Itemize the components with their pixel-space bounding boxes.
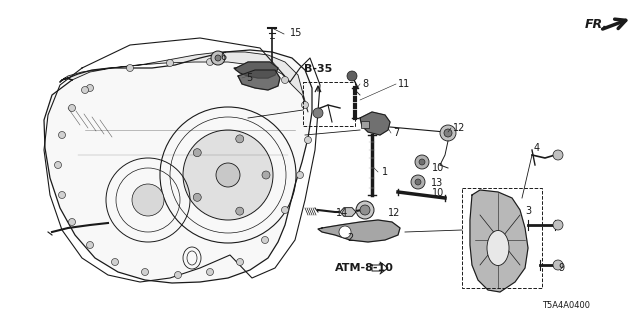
Text: 3: 3	[525, 206, 531, 216]
Polygon shape	[372, 262, 388, 274]
Polygon shape	[318, 220, 400, 242]
Circle shape	[553, 150, 563, 160]
Text: 10: 10	[432, 188, 444, 198]
FancyBboxPatch shape	[361, 121, 369, 128]
Circle shape	[347, 71, 357, 81]
Text: 13: 13	[431, 178, 444, 188]
Text: ATM-8-10: ATM-8-10	[335, 263, 394, 273]
Circle shape	[237, 259, 243, 266]
Circle shape	[215, 55, 221, 61]
Polygon shape	[340, 208, 356, 216]
Circle shape	[305, 137, 312, 143]
Text: 5: 5	[246, 73, 252, 83]
Polygon shape	[238, 70, 280, 90]
Text: 12: 12	[453, 123, 465, 133]
Polygon shape	[360, 112, 390, 135]
Circle shape	[415, 179, 421, 185]
Circle shape	[553, 260, 563, 270]
Text: 10: 10	[432, 163, 444, 173]
Text: 8: 8	[362, 79, 368, 89]
Ellipse shape	[487, 230, 509, 266]
Circle shape	[68, 219, 76, 226]
Text: 15: 15	[290, 28, 302, 38]
Circle shape	[207, 268, 214, 276]
Text: FR.: FR.	[585, 18, 608, 30]
Polygon shape	[234, 62, 278, 78]
Circle shape	[236, 135, 244, 143]
Circle shape	[252, 65, 259, 71]
Circle shape	[175, 271, 182, 278]
Circle shape	[339, 226, 351, 238]
Circle shape	[236, 207, 244, 215]
Circle shape	[184, 131, 272, 219]
Circle shape	[313, 108, 323, 118]
Circle shape	[68, 105, 76, 111]
Circle shape	[411, 175, 425, 189]
Polygon shape	[62, 52, 308, 112]
Text: 9: 9	[558, 263, 564, 273]
Circle shape	[440, 125, 456, 141]
Text: 12: 12	[388, 208, 401, 218]
Circle shape	[86, 242, 93, 249]
Circle shape	[553, 220, 563, 230]
Circle shape	[444, 129, 452, 137]
Circle shape	[360, 205, 370, 215]
Circle shape	[262, 236, 269, 244]
Circle shape	[166, 60, 173, 67]
Text: B-35: B-35	[304, 64, 332, 74]
Text: 7: 7	[393, 128, 399, 138]
Circle shape	[419, 159, 425, 165]
Circle shape	[86, 84, 93, 92]
Circle shape	[193, 193, 201, 201]
Polygon shape	[470, 190, 528, 292]
Circle shape	[211, 51, 225, 65]
Circle shape	[54, 162, 61, 169]
Circle shape	[262, 171, 270, 179]
Text: 6: 6	[220, 52, 226, 62]
Circle shape	[132, 184, 164, 216]
Circle shape	[193, 149, 201, 157]
Text: 11: 11	[398, 79, 410, 89]
Circle shape	[282, 206, 289, 213]
Circle shape	[415, 155, 429, 169]
Circle shape	[296, 172, 303, 179]
Circle shape	[58, 191, 65, 198]
Circle shape	[141, 268, 148, 276]
Circle shape	[111, 259, 118, 266]
Circle shape	[356, 201, 374, 219]
Circle shape	[282, 76, 289, 84]
Polygon shape	[44, 50, 312, 283]
Text: 2: 2	[347, 233, 353, 243]
Text: T5A4A0400: T5A4A0400	[542, 300, 590, 309]
Text: 14: 14	[336, 208, 348, 218]
Circle shape	[216, 163, 240, 187]
Circle shape	[301, 101, 308, 108]
Text: 4: 4	[534, 143, 540, 153]
Circle shape	[81, 86, 88, 93]
Text: 1: 1	[382, 167, 388, 177]
Circle shape	[207, 59, 214, 66]
Circle shape	[58, 132, 65, 139]
Circle shape	[127, 65, 134, 71]
